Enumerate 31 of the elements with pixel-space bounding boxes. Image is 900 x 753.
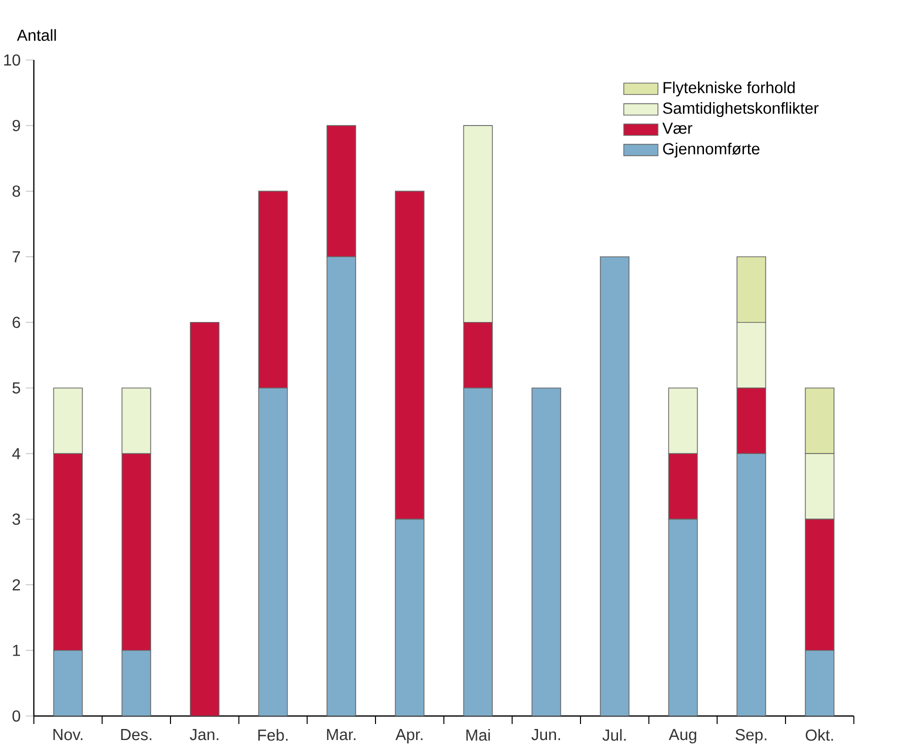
x-tick-label: Okt. — [806, 729, 833, 741]
x-tick-label: Jun. — [531, 729, 560, 740]
x-tick-label: Jul. — [602, 729, 626, 741]
legend-label: Gjennomførte — [663, 142, 760, 158]
x-tick-label: Feb. — [258, 729, 288, 741]
x-tick-label: Nov. — [53, 729, 82, 740]
legend-label: Vær — [662, 122, 692, 134]
y-tick-label: 5 — [12, 382, 20, 394]
y-tick-label: 7 — [12, 251, 20, 262]
bar — [190, 322, 220, 716]
x-tick-label: Sep. — [736, 729, 766, 744]
x-tick-label: Aug — [668, 729, 696, 744]
y-tick-label: 4 — [12, 448, 20, 460]
y-tick-label: 10 — [4, 54, 20, 66]
y-tick-label: 3 — [12, 514, 20, 525]
y-axis-title: Antall — [16, 29, 56, 41]
x-tick-label: Mai — [466, 729, 490, 741]
y-tick-label: 9 — [12, 120, 20, 132]
y-tick-label: 8 — [12, 186, 20, 197]
bar — [600, 256, 630, 716]
x-tick-label: Mar. — [327, 729, 356, 740]
x-tick-label: Des. — [121, 729, 152, 740]
y-tick-label: 6 — [12, 316, 20, 328]
x-tick-label: Apr. — [395, 729, 422, 744]
legend-label: Flytekniske forhold — [664, 81, 795, 96]
x-tick-label: Jan. — [190, 729, 218, 740]
y-tick-label: 1 — [13, 644, 20, 656]
bar — [532, 388, 562, 716]
legend-label: Samtidighetskonflikter — [663, 102, 819, 118]
y-tick-label: 2 — [12, 579, 20, 590]
y-tick-label: 0 — [12, 710, 20, 722]
